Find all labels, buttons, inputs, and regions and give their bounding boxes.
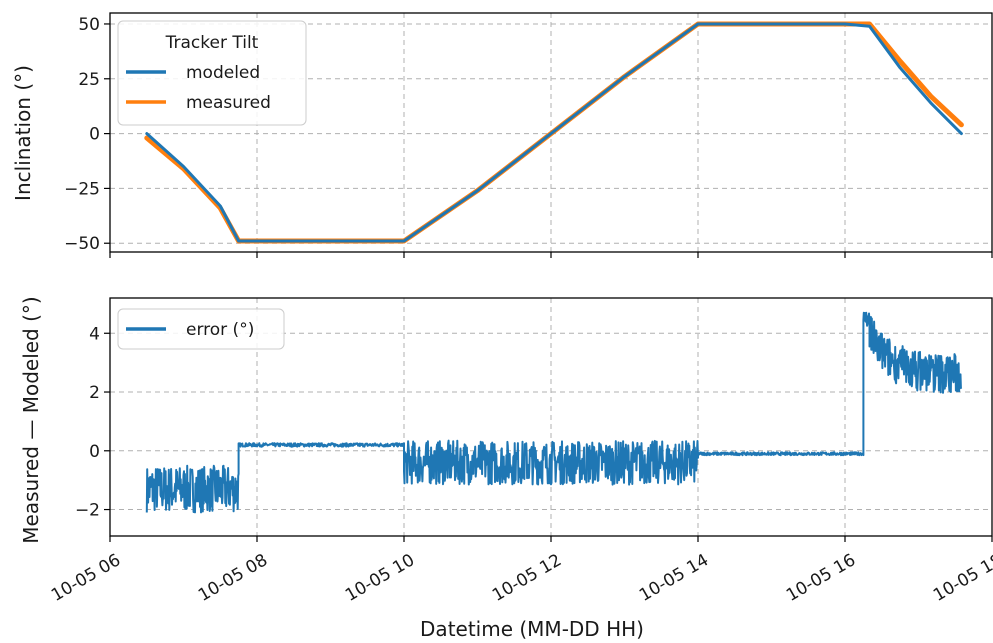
top-legend-box [117, 20, 307, 126]
top-y-axis-title: Inclination (°) [11, 65, 35, 201]
top-legend: Tracker Tilt modeled measured [117, 20, 307, 126]
inclination-panel: 50 25 0 −25 −50 Tracker Tilt modeled measured [64, 12, 993, 258]
legend-label-error: error (°) [186, 320, 254, 340]
top-legend-title: Tracker Tilt [165, 33, 259, 53]
bottom-legend: error (°) [117, 308, 285, 350]
bottom-legend-box [117, 308, 285, 350]
bottom-series-group [145, 311, 963, 514]
top-ytick-label-0: 50 [78, 15, 100, 35]
error-panel: 4 2 0 −2 error (°) [75, 297, 993, 542]
top-ytick-label-3: −25 [64, 179, 100, 199]
top-ytick-label-4: −50 [64, 234, 100, 254]
bottom-ytick-label-0: 4 [89, 324, 100, 344]
top-series-group [144, 21, 964, 244]
x-tick-label-4: 10-05 14 [636, 550, 712, 606]
bottom-plot-frame [109, 297, 993, 537]
series-line-modeled [145, 22, 963, 243]
legend-label-modeled: modeled [186, 63, 260, 83]
top-ytick-label-2: 0 [89, 125, 100, 145]
x-tick-label-6: 10-05 18 [930, 550, 993, 606]
bottom-ytick-label-2: 0 [89, 442, 100, 462]
x-tick-label-5: 10-05 16 [783, 550, 859, 606]
x-axis-ticks: 10-05 06 10-05 08 10-05 10 10-05 12 10-05 14… [48, 550, 993, 606]
x-tick-label-1: 10-05 08 [195, 550, 271, 606]
x-tick-label-2: 10-05 10 [342, 550, 418, 606]
legend-label-measured: measured [186, 93, 271, 113]
x-axis-title: Datetime (MM-DD HH) [420, 617, 644, 641]
bottom-ytick-label-1: 2 [89, 383, 100, 403]
top-ytick-label-1: 25 [78, 70, 100, 90]
series-line-error [145, 311, 963, 514]
x-tick-label-0: 10-05 06 [48, 550, 124, 606]
bottom-y-axis-title: Measured — Modeled (°) [19, 296, 43, 543]
bottom-ytick-label-3: −2 [75, 501, 100, 521]
top-plot-frame [109, 12, 993, 253]
x-tick-label-3: 10-05 12 [489, 550, 565, 606]
